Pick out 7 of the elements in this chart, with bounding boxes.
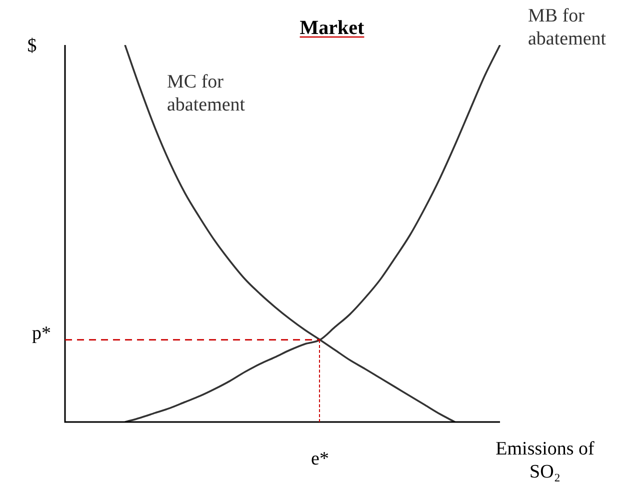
ref-line-label: p*: [32, 322, 51, 344]
x-axis-title: Emissions of SO₂: [496, 438, 596, 482]
y-axis-title: $: [27, 35, 37, 56]
chart-title: Market: [300, 17, 365, 39]
series-label: MC for abatement: [167, 71, 246, 116]
series-label: MB for abatement: [528, 5, 607, 50]
text: e*: [311, 448, 329, 470]
